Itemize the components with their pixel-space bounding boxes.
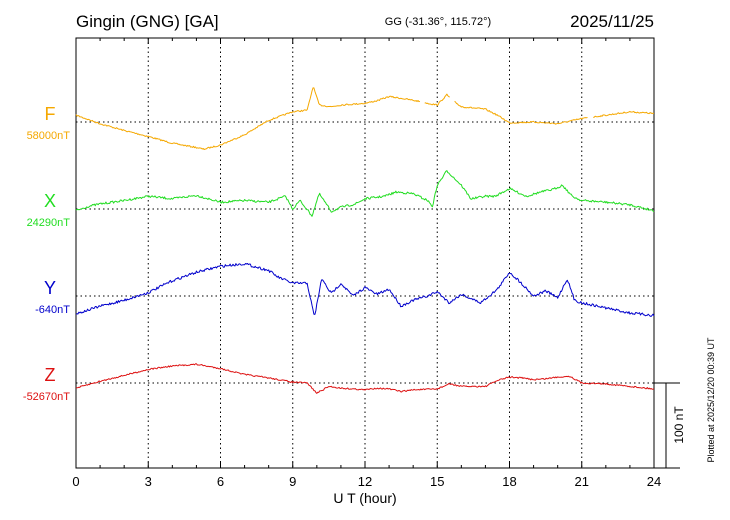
series-layer [75, 87, 655, 394]
x-tick-label: 0 [72, 474, 79, 489]
series-name-f: F [45, 104, 56, 124]
baseline-lines [76, 121, 654, 384]
axis-ticks: 0 3 6 9 12 15 18 21 24 [72, 38, 661, 489]
series-line-y [75, 263, 655, 317]
x-axis-label: U T (hour) [333, 490, 396, 506]
date-label: 2025/11/25 [570, 12, 654, 31]
baseline-label-y: -640nT [35, 304, 70, 316]
series-line-z [75, 363, 655, 394]
baseline-label-x: 24290nT [27, 217, 71, 229]
series-line-x [75, 170, 655, 217]
scale-bar: 100 nT [654, 382, 686, 469]
baseline-label-f: 58000nT [27, 130, 71, 142]
x-tick-label: 9 [289, 474, 296, 489]
x-tick-label: 3 [145, 474, 152, 489]
series-name-y: Y [44, 278, 56, 298]
coordinates-label: GG (-31.36°, 115.72°) [385, 16, 491, 28]
grid-lines [147, 38, 583, 468]
plotted-timestamp: Plotted at 2025/12/20 00:39 UT [706, 337, 716, 463]
x-tick-label: 24 [647, 474, 661, 489]
x-tick-label: 18 [502, 474, 516, 489]
x-tick-label: 15 [430, 474, 444, 489]
station-title: Gingin (GNG) [GA] [76, 12, 219, 31]
series-labels: F 58000nT X 24290nT Y -640nT Z -52670nT [23, 104, 70, 403]
series-name-x: X [44, 191, 56, 211]
baseline-label-z: -52670nT [23, 391, 70, 403]
x-tick-label: 21 [575, 474, 589, 489]
series-line-f [75, 87, 655, 150]
scale-bar-label: 100 nT [672, 406, 686, 444]
series-name-z: Z [45, 365, 56, 385]
x-tick-label: 6 [217, 474, 224, 489]
x-tick-label: 12 [358, 474, 372, 489]
